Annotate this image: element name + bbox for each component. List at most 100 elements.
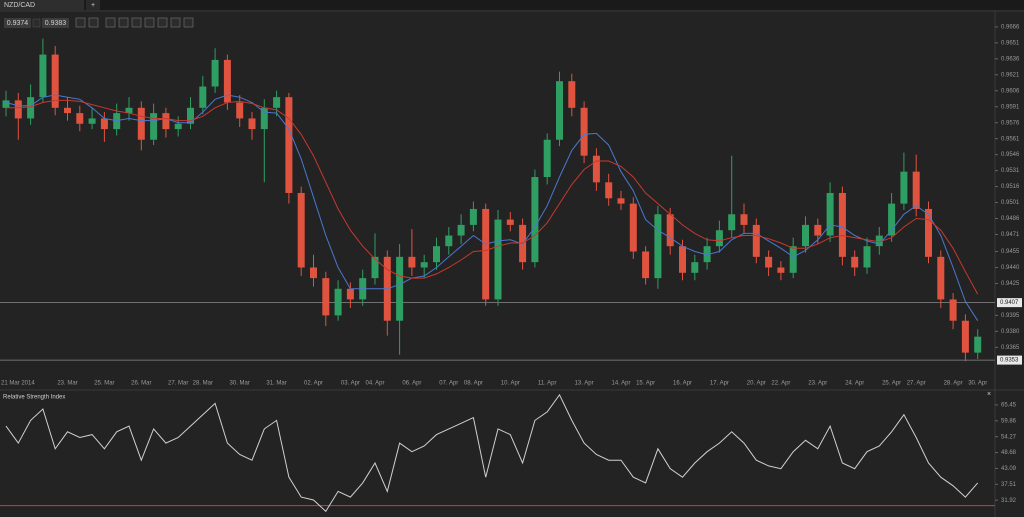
y-tick-label: 65.45 (1001, 403, 1017, 409)
candle-body (371, 256, 379, 279)
lines-button[interactable] (144, 17, 155, 28)
candle-body (666, 214, 674, 247)
candle-body (789, 246, 797, 273)
candle-body (310, 267, 317, 279)
candle-body (408, 256, 416, 268)
candle-body (137, 107, 145, 140)
price-label-box (997, 298, 1022, 308)
x-tick-label: 30. Mar (230, 381, 250, 387)
x-tick-label: 14. Apr (611, 381, 630, 387)
candle-body (900, 171, 908, 204)
candle-body (888, 203, 896, 236)
zoom-out-button[interactable] (88, 17, 99, 28)
close-indicator-button[interactable]: × (987, 391, 991, 398)
x-tick-label: 08. Apr (464, 381, 483, 387)
candle-body (642, 251, 650, 279)
price-label: 0.9353 (1000, 358, 1019, 364)
candle-body (531, 177, 539, 263)
shapes-button[interactable] (157, 17, 168, 28)
candle-body (605, 182, 613, 199)
y-tick-label: 0.9606 (1001, 88, 1020, 94)
y-tick-label: 31.92 (1001, 498, 1017, 504)
new-tab-button[interactable] (86, 0, 100, 10)
rsi-line (5, 393, 979, 513)
x-tick-label: 27. Apr (907, 381, 926, 387)
candle-body (629, 203, 637, 252)
candle-body (494, 219, 502, 300)
candle-body (346, 288, 354, 300)
indicators-button[interactable] (170, 17, 181, 28)
x-tick-label: 16. Apr (673, 381, 692, 387)
x-tick-label: 25. Mar (94, 381, 114, 387)
new-tab-label[interactable]: + (91, 2, 95, 9)
candle-body (88, 118, 96, 124)
x-tick-label: 27. Mar (168, 381, 188, 387)
tab[interactable] (0, 0, 84, 10)
candle-body (925, 208, 932, 257)
candle-body (113, 113, 121, 130)
y-tick-label: 48.68 (1001, 450, 1017, 456)
candle-body (765, 256, 773, 268)
y-tick-label: 0.9546 (1001, 152, 1020, 158)
candle-body (14, 100, 22, 119)
y-tick-label: 0.9591 (1001, 104, 1020, 110)
y-tick-label: 0.9561 (1001, 136, 1020, 142)
price-label-box (997, 355, 1022, 365)
x-tick-label: 28. Mar (193, 381, 213, 387)
candle-body (199, 86, 207, 108)
y-tick-label: 43.09 (1001, 466, 1017, 472)
candle-body (752, 224, 760, 257)
x-tick-label: 25. Apr (882, 381, 901, 387)
crosshair-button[interactable] (105, 17, 116, 28)
candle-body (814, 224, 822, 236)
candle-body (592, 155, 600, 183)
candle-body (728, 214, 736, 231)
x-tick-label: 22. Apr (771, 381, 790, 387)
bid-box[interactable] (4, 18, 31, 28)
candle-body (51, 54, 59, 108)
candle-body (617, 198, 625, 204)
candle-body (568, 81, 576, 108)
candle-body (802, 224, 809, 247)
candle-body (174, 123, 182, 130)
candle-body (469, 208, 477, 225)
fibonacci-button[interactable] (131, 17, 142, 28)
spread-icon[interactable] (32, 18, 41, 28)
tab-label[interactable]: NZD/CAD (4, 2, 35, 9)
y-tick-label: 37.51 (1001, 482, 1017, 488)
ask-price[interactable]: 0.9383 (45, 20, 67, 27)
y-tick-label: 0.9501 (1001, 200, 1020, 206)
y-tick-label: 0.9425 (1001, 281, 1020, 287)
candle-body (420, 262, 428, 268)
candle-body (580, 107, 588, 156)
candle-body (543, 139, 551, 177)
x-tick-label: 03. Apr (341, 381, 360, 387)
candle-body (27, 97, 35, 119)
candle-body (273, 97, 281, 108)
x-tick-label: 17. Apr (710, 381, 729, 387)
settings-button[interactable] (183, 17, 194, 28)
y-tick-label: 0.9440 (1001, 265, 1020, 271)
candle-body (236, 102, 244, 119)
candle-body (457, 224, 465, 236)
candle-body (248, 118, 256, 130)
x-tick-label: 02. Apr (304, 381, 323, 387)
candle-body (64, 107, 71, 114)
candle-body (2, 100, 10, 108)
moving-average-line (6, 99, 979, 295)
y-tick-label: 0.9455 (1001, 249, 1020, 255)
candle-body (863, 246, 871, 268)
y-tick-label: 59.86 (1001, 418, 1017, 424)
candle-body (260, 107, 268, 130)
zoom-in-button[interactable] (75, 17, 86, 28)
y-tick-label: 0.9516 (1001, 184, 1020, 190)
draw-button[interactable] (118, 17, 129, 28)
x-tick-label: 15. Apr (636, 381, 655, 387)
candle-body (482, 208, 490, 300)
x-tick-label: 30. Apr (968, 381, 987, 387)
y-tick-label: 0.9395 (1001, 313, 1020, 319)
x-tick-label: 31. Mar (266, 381, 286, 387)
x-tick-label: 20. Apr (747, 381, 766, 387)
ask-box[interactable] (42, 18, 69, 28)
bid-price[interactable]: 0.9374 (7, 20, 29, 27)
